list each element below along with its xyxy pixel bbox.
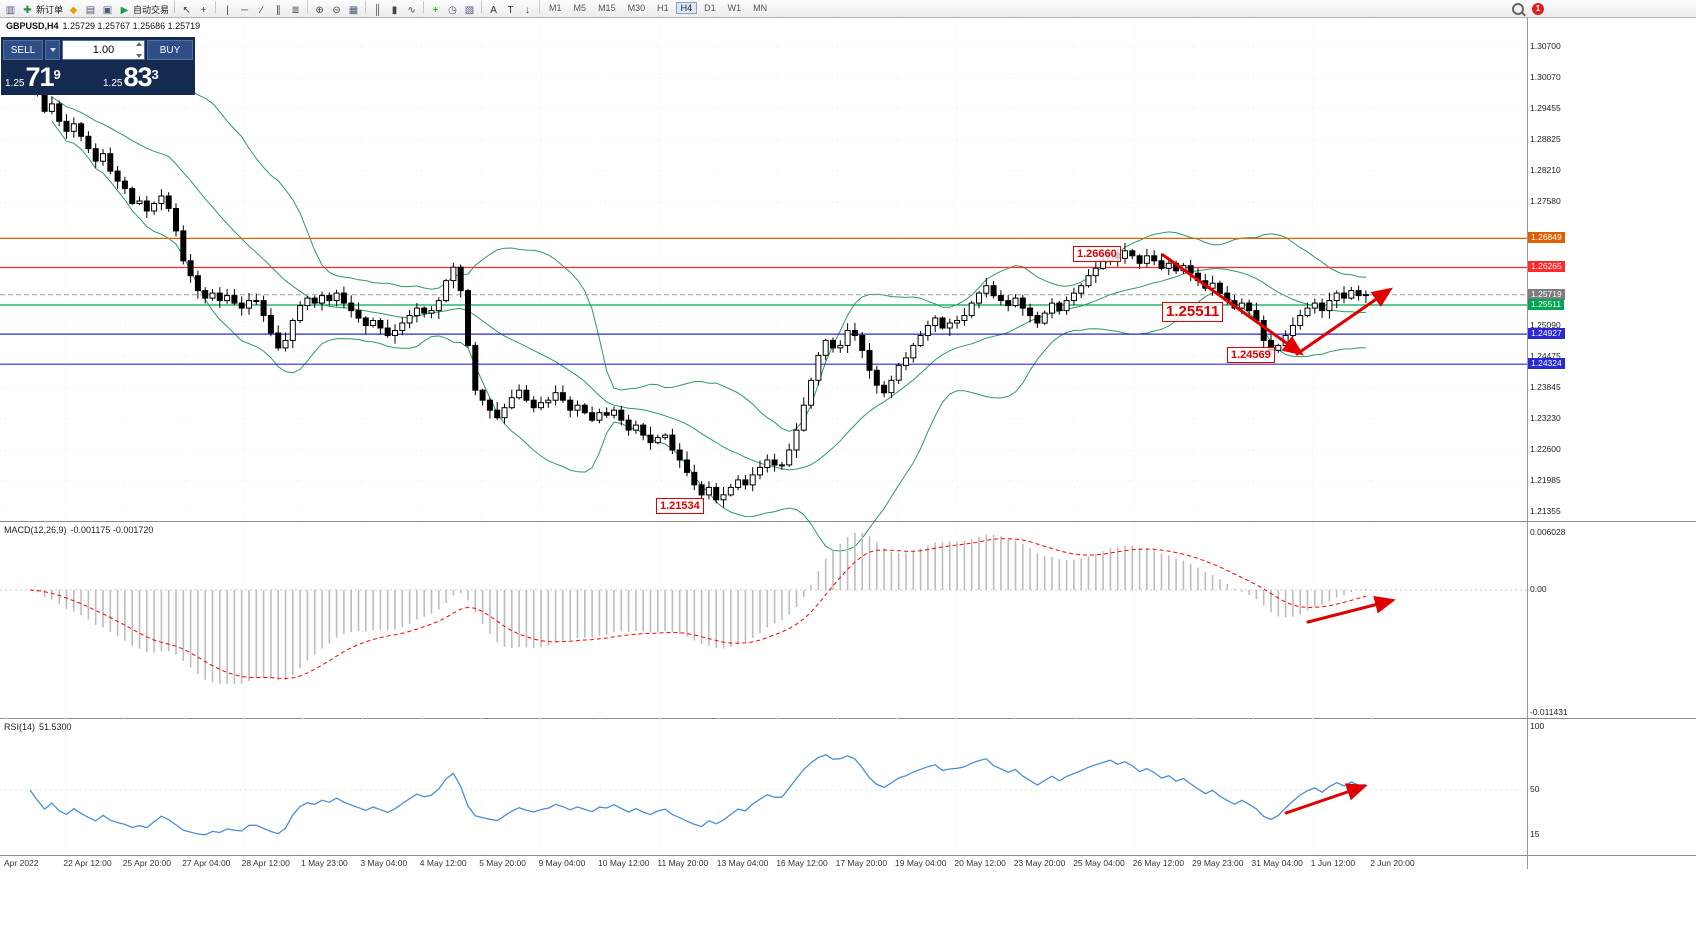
ask-head: 1.25 xyxy=(103,78,123,89)
timeframe-buttons: M1 M5 M15 M30 H1 H4 D1 W1 MN xyxy=(543,2,773,15)
bid-head: 1.25 xyxy=(5,78,25,89)
toolbar-separator xyxy=(481,0,483,13)
notification-badge[interactable]: 1 xyxy=(1532,2,1544,15)
templates-icon[interactable]: ▧ xyxy=(464,4,475,16)
new-order-button[interactable]: 新订单 xyxy=(36,4,64,15)
rsi-name: RSI(14) xyxy=(4,722,36,732)
timeframe-m1[interactable]: M1 xyxy=(549,3,562,13)
chart-title: GBPUSD,H4 1.25729 1.25767 1.25686 1.25719 xyxy=(6,21,200,31)
macd-name: MACD(12,26,9) xyxy=(4,525,67,535)
main-chart[interactable] xyxy=(0,17,1696,522)
zoom-in-icon[interactable]: ⊕ xyxy=(315,4,324,16)
fibonacci-icon[interactable]: ≣ xyxy=(291,4,300,16)
arrows-tool-icon[interactable]: ↓ xyxy=(525,4,531,16)
price-axis-line xyxy=(1527,17,1528,869)
volume-value: 1.00 xyxy=(92,44,115,56)
cursor-icon[interactable]: ↖ xyxy=(182,4,191,16)
rsi-value: 51.5300 xyxy=(39,722,72,732)
macd-panel[interactable] xyxy=(0,522,1696,719)
bid-sup: 9 xyxy=(53,67,61,82)
new-chart-icon[interactable]: ▥ xyxy=(5,4,16,16)
macd-values: -0.001175 -0.001720 xyxy=(70,525,154,535)
ask-price: 1.25 83 3 xyxy=(95,60,193,93)
one-click-trading-panel: SELL 1.00 BUY 1.25 71 9 1.25 83 3 xyxy=(1,37,195,95)
symbol-period-label: GBPUSD,H4 xyxy=(6,21,59,31)
sell-button[interactable]: SELL xyxy=(3,40,43,60)
bid-big: 71 xyxy=(25,62,54,92)
toolbar-separator xyxy=(215,0,217,13)
time-axis xyxy=(0,856,1696,944)
search-icon[interactable] xyxy=(1512,2,1524,15)
line-chart-icon[interactable]: ∿ xyxy=(407,4,416,16)
bid-price: 1.25 71 9 xyxy=(3,60,95,93)
timeframe-m5[interactable]: M5 xyxy=(573,3,587,13)
trendline-icon[interactable]: ∕ xyxy=(260,4,263,16)
timeframe-h4[interactable]: H4 xyxy=(675,2,698,14)
vertical-line-icon[interactable]: | xyxy=(226,4,229,16)
timeframe-d1[interactable]: D1 xyxy=(704,3,716,13)
candlestick-chart-icon[interactable]: ▮ xyxy=(391,4,398,16)
ohlc-values: 1.25729 1.25767 1.25686 1.25719 xyxy=(62,21,201,31)
ask-sup: 3 xyxy=(151,67,159,82)
toolbar-right: 1 xyxy=(1512,1,1544,16)
main-toolbar: ▥ ✚ 新订单 ◆ ▤ ▣ ▶ 自动交易 ↖ + | ─ ∕ ∥ ≣ ⊕ ⊖ ▦ ║ ▮ ∿ + ◷ ▧ A T ↓ M1 M5 M15… xyxy=(0,0,1696,18)
toolbar-separator xyxy=(307,0,309,13)
timeframe-m30[interactable]: M30 xyxy=(627,3,646,13)
chevron-down-icon xyxy=(49,48,56,52)
order-type-dropdown[interactable] xyxy=(45,40,60,60)
autotrade-icon[interactable]: ▶ xyxy=(120,4,129,16)
toolbar-buttons: ▥ ✚ 新订单 ◆ ▤ ▣ ▶ 自动交易 ↖ + | ─ ∕ ∥ ≣ ⊕ ⊖ ▦ ║ ▮ ∿ + ◷ ▧ A T ↓ xyxy=(2,0,543,17)
timeframe-h1[interactable]: H1 xyxy=(657,3,669,13)
data-window-icon[interactable]: ▣ xyxy=(102,4,113,16)
volume-input[interactable]: 1.00 xyxy=(62,40,145,60)
timeframe-m15[interactable]: M15 xyxy=(598,3,616,13)
market-watch-icon[interactable]: ▤ xyxy=(85,4,96,16)
rsi-panel[interactable] xyxy=(0,719,1696,856)
text-icon[interactable]: A xyxy=(490,4,497,16)
mql-wizard-icon[interactable]: ◆ xyxy=(69,4,78,16)
timeframe-w1[interactable]: W1 xyxy=(727,3,742,13)
toolbar-separator xyxy=(365,0,367,13)
toolbar-separator xyxy=(423,0,425,13)
zoom-out-icon[interactable]: ⊖ xyxy=(332,4,341,16)
ask-big: 83 xyxy=(123,62,152,92)
tile-windows-icon[interactable]: ▦ xyxy=(348,4,359,16)
horizontal-line-icon[interactable]: ─ xyxy=(240,4,249,16)
toolbar-separator xyxy=(174,0,176,13)
indicators-icon[interactable]: + xyxy=(432,4,439,16)
periods-icon[interactable]: ◷ xyxy=(448,4,457,16)
macd-header: MACD(12,26,9) -0.001175 -0.001720 xyxy=(4,525,153,535)
buy-button[interactable]: BUY xyxy=(147,40,193,60)
autotrade-button[interactable]: 自动交易 xyxy=(133,4,170,15)
rsi-header: RSI(14) 51.5300 xyxy=(4,722,72,732)
crosshair-icon[interactable]: + xyxy=(200,4,207,16)
volume-spinner[interactable] xyxy=(136,42,142,58)
channel-icon[interactable]: ∥ xyxy=(276,4,282,16)
bar-chart-icon[interactable]: ║ xyxy=(373,4,382,16)
toolbar-separator xyxy=(539,0,541,13)
new-order-icon[interactable]: ✚ xyxy=(23,4,32,16)
text-label-icon[interactable]: T xyxy=(507,4,514,16)
timeframe-mn[interactable]: MN xyxy=(753,3,768,13)
